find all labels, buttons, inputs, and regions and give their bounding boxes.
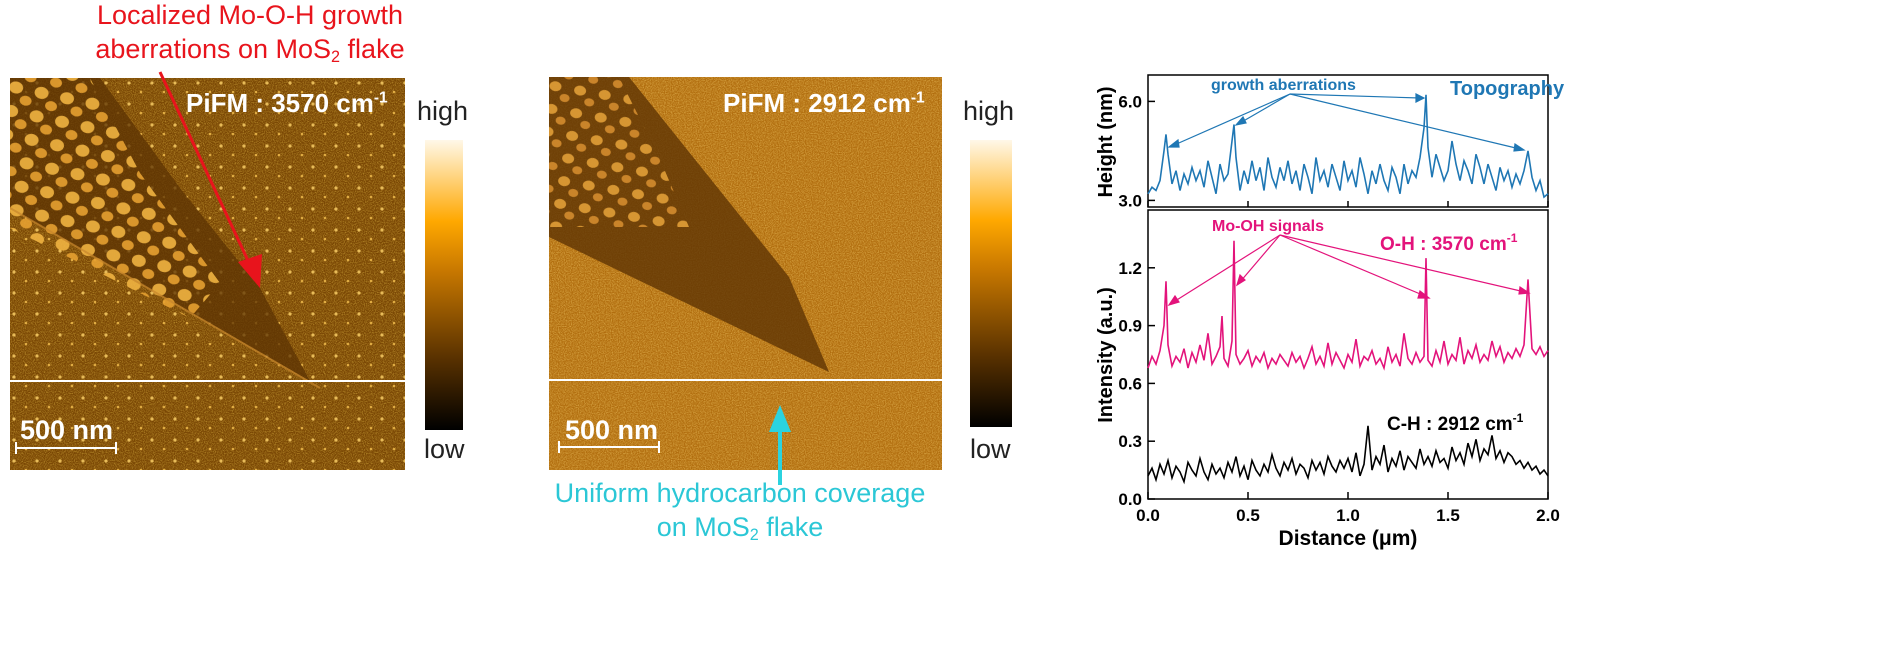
xtick-label: 0.0 <box>1136 506 1160 525</box>
xtick-label: 1.5 <box>1436 506 1460 525</box>
legend-ch-sup: -1 <box>1513 411 1524 425</box>
left-annotation-line1: Localized Mo-O-H growth <box>96 0 404 30</box>
left-annotation-line2-tail: flake <box>340 34 405 64</box>
scale-label-left: 500 nm <box>20 415 114 445</box>
bottom-annotation-line1: Uniform hydrocarbon coverage <box>554 478 926 508</box>
legend-ch: C-H : 2912 cm-1 <box>1387 411 1524 435</box>
intensity-ytick-label: 0.3 <box>1118 432 1142 451</box>
colorbar1-high: high <box>417 96 469 126</box>
ch-series-line <box>1147 425 1549 485</box>
bottom-annotation: Uniform hydrocarbon coverage on MoS2 fla… <box>540 476 940 552</box>
colorbar1-low: low <box>424 434 465 464</box>
ylabel-intensity: Intensity (a.u.) <box>1095 287 1117 423</box>
pifm-label-sup: -1 <box>373 89 388 107</box>
intensity-ytick-label: 1.2 <box>1118 259 1142 278</box>
colorbar2 <box>970 140 1012 427</box>
pifm-label-text-2: PiFM : 2912 cm <box>723 88 911 118</box>
cyan-arrow <box>769 405 791 485</box>
left-annotation: Localized Mo-O-H growth aberrations on M… <box>30 0 470 74</box>
growth-annot-arrows <box>1167 93 1526 152</box>
pifm-label-text: PiFM : 3570 cm <box>186 88 374 118</box>
annot-mooh-signals: Mo-OH signals <box>1212 218 1324 235</box>
annot-growth-aberrations: growth aberrations <box>1211 77 1356 94</box>
colorbar1 <box>425 140 463 430</box>
xtick-label: 2.0 <box>1536 506 1560 525</box>
xlabel-distance: Distance (μm) <box>1279 527 1418 550</box>
pifm-label-sup-2: -1 <box>910 89 925 107</box>
pifm-image-3570 <box>10 78 405 470</box>
bottom-annotation-subscript: 2 <box>749 526 759 545</box>
xtick-label: 1.0 <box>1336 506 1360 525</box>
legend-oh-sup: -1 <box>1507 231 1518 245</box>
oh-series-line <box>1147 240 1549 371</box>
legend-oh: O-H : 3570 cm-1 <box>1380 231 1518 255</box>
red-arrow <box>158 71 262 288</box>
growth-aberration-clusters-2 <box>549 77 689 227</box>
left-annotation-line2-text: aberrations on MoS <box>95 34 332 64</box>
bottom-annotation-line2-tail: flake <box>758 512 824 542</box>
colorbar2-high: high <box>963 96 1015 126</box>
topo-ytick-label: 6.0 <box>1118 92 1142 111</box>
legend-oh-text: O-H : 3570 cm <box>1380 234 1507 255</box>
pifm-label-3570: PiFM : 3570 cm-1 <box>186 88 388 119</box>
xtick-label: 0.5 <box>1236 506 1260 525</box>
intensity-ytick-label: 0.0 <box>1118 490 1142 509</box>
annot-topography: Topography <box>1450 78 1565 100</box>
topography-series-line <box>1147 94 1549 199</box>
intensity-ytick-label: 0.6 <box>1118 374 1142 393</box>
left-annotation-line2: aberrations on MoS2 flake <box>30 32 470 74</box>
left-annotation-subscript: 2 <box>331 48 341 67</box>
topo-ytick-label: 3.0 <box>1118 191 1142 210</box>
line-profile-chart: 3.0 6.0 0.0 0.3 0.6 0.9 1.2 0.0 0.5 1.0 1.5 2.0 Hei… <box>1095 74 1565 550</box>
colorbar2-low: low <box>970 434 1011 464</box>
scale-label-mid: 500 nm <box>565 415 659 445</box>
intensity-ytick-label: 0.9 <box>1118 317 1142 336</box>
bottom-annotation-line2: on MoS2 flake <box>540 510 940 552</box>
bottom-annotation-line2-text: on MoS <box>656 512 750 542</box>
pifm-image-2912 <box>549 77 942 470</box>
mooh-annot-arrows <box>1167 234 1531 307</box>
pifm-label-2912: PiFM : 2912 cm-1 <box>723 88 925 119</box>
legend-ch-text: C-H : 2912 cm <box>1387 414 1513 435</box>
growth-aberration-clusters <box>10 78 220 318</box>
ylabel-height: Height (nm) <box>1095 86 1117 197</box>
